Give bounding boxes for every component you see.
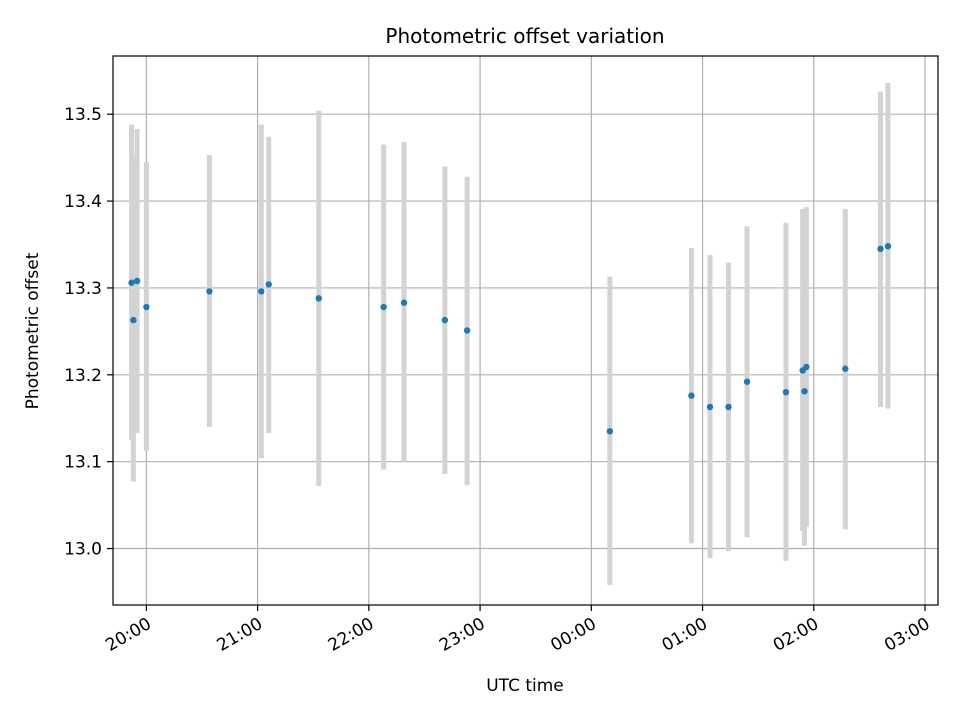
y-tick-label: 13.0 [64,540,102,560]
data-point [265,281,272,288]
data-point [725,403,732,411]
data-point [130,316,137,324]
chart-title: Photometric offset variation [385,24,664,48]
y-tick-label: 13.3 [64,279,102,299]
data-point [842,365,849,372]
data-point [258,288,265,295]
data-point [143,303,150,311]
data-point [441,316,449,324]
y-tick-label: 13.5 [64,105,102,125]
data-points [128,243,892,435]
data-point [206,288,213,295]
y-tick-label: 13.2 [64,366,102,386]
data-point [133,277,141,285]
y-axis-label: Photometric offset [23,252,43,409]
data-point [801,388,808,395]
data-point [315,295,322,302]
y-tick-label: 13.1 [64,453,102,473]
data-point [706,403,714,411]
y-tick-label: 13.4 [64,192,102,212]
data-point [606,428,614,435]
data-point [380,303,387,311]
data-point [400,299,408,306]
data-point [877,245,884,253]
data-point [803,363,810,371]
data-point [688,392,695,399]
y-axis-ticks: 13.0 13.1 13.2 13.3 13.4 13.5 [64,105,113,560]
x-axis-label: UTC time [486,676,564,696]
data-point [743,378,751,385]
data-point [463,327,471,334]
data-point [782,388,790,396]
data-point [884,243,892,250]
plot-frame [112,55,939,606]
data-point [128,279,135,286]
